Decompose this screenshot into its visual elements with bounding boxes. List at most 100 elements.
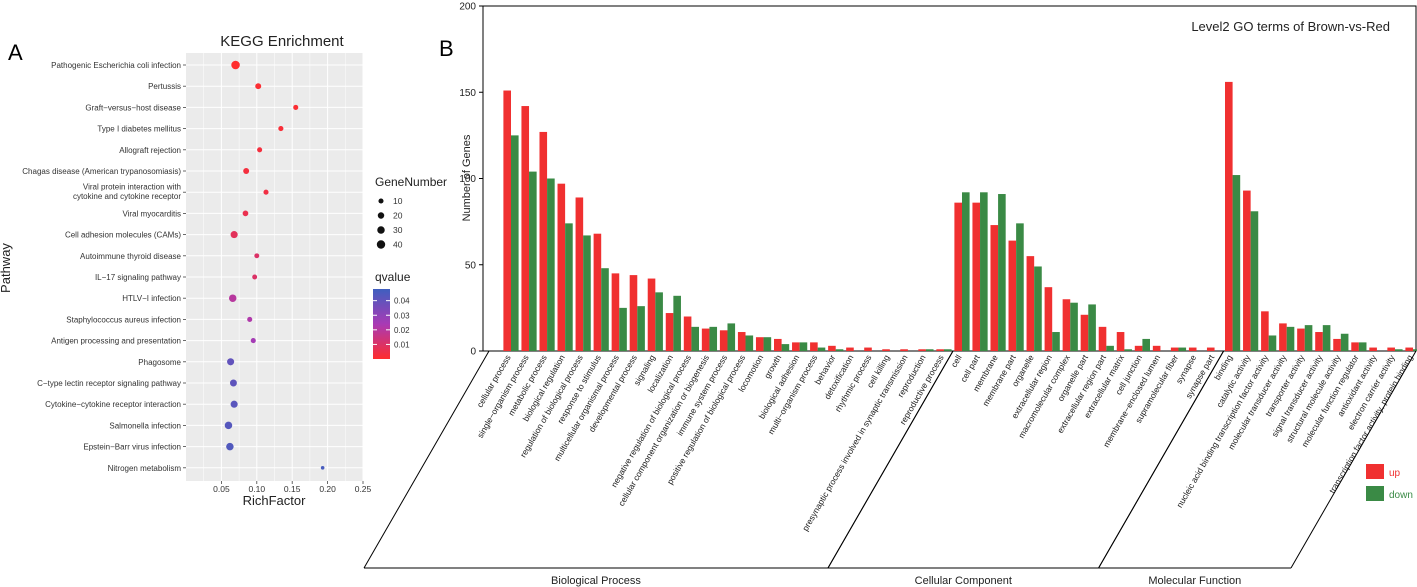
go-bar-up	[1152, 345, 1161, 351]
go-title: Level2 GO terms of Brown-vs-Red	[1191, 19, 1390, 34]
qvalue-tick-label: 0.02	[394, 326, 410, 335]
go-bar-up	[683, 316, 692, 351]
genenumber-legend-value: 10	[393, 196, 403, 206]
go-group-bracket-left	[1098, 350, 1225, 569]
kegg-pathway-label-line: Antigen processing and presentation	[51, 337, 181, 346]
panel-label-b: B	[439, 36, 454, 61]
go-legend-swatch-up	[1366, 464, 1384, 479]
go-bar-down	[1178, 347, 1187, 351]
go-bar-down	[1124, 349, 1132, 351]
go-bar-up	[539, 131, 548, 351]
go-bar-down	[1232, 175, 1241, 351]
go-bar-up	[1351, 342, 1359, 351]
go-bar-down	[1016, 223, 1024, 351]
go-bar-up	[954, 202, 962, 351]
go-bar-down	[1142, 338, 1150, 351]
go-bar-down	[998, 194, 1006, 351]
go-bar-down	[511, 135, 519, 351]
go-group-label: Molecular Function	[1148, 575, 1241, 587]
genenumber-legend-dot	[376, 240, 386, 249]
kegg-pathway-label-line: HTLV−I infection	[122, 294, 181, 303]
go-bar-down	[709, 326, 718, 351]
go-bar-up	[647, 278, 656, 351]
go-bar-down	[1034, 266, 1042, 351]
go-bar-up	[611, 273, 620, 351]
qvalue-tick-label: 0.04	[394, 297, 410, 306]
kegg-point	[247, 316, 253, 322]
go-y-ticks: 0 50 100 150 200	[459, 2, 483, 358]
kegg-point	[255, 83, 262, 90]
go-bar-down	[727, 323, 736, 351]
kegg-point	[230, 231, 238, 239]
go-bar-down	[781, 344, 790, 351]
go-bar-up	[593, 233, 602, 351]
go-bar-down	[799, 342, 808, 351]
go-bar-down	[817, 347, 826, 351]
go-bar-down	[673, 295, 681, 351]
go-bar-up	[1261, 311, 1269, 351]
kegg-x-ticks: 0.05 0.10 0.15 0.20 0.25	[213, 481, 372, 494]
go-bar-down	[745, 335, 754, 351]
go-bar-up	[1297, 328, 1305, 351]
genenumber-legend-value: 30	[393, 225, 403, 235]
go-bar-down	[962, 192, 970, 351]
go-bar-down	[1070, 302, 1078, 351]
kegg-pathway-label: Staphylococcus aureus infection	[66, 315, 181, 324]
kegg-pathway-label: Autoimmune thyroid disease	[80, 252, 181, 261]
kegg-gridlines	[186, 53, 364, 481]
kegg-pathway-label: Cell adhesion molecules (CAMs)	[65, 231, 181, 240]
go-legend: up down	[1366, 464, 1413, 501]
genenumber-legend-title: GeneNumber	[375, 175, 447, 189]
kegg-y-axis-label: Pathway	[0, 243, 13, 293]
go-bar-up	[1188, 347, 1197, 351]
go-bar-up	[1080, 314, 1089, 351]
panel-label-a: A	[8, 40, 23, 65]
go-bar-up	[665, 313, 674, 351]
go-bar-up	[1044, 287, 1053, 351]
go-bar-down	[1413, 349, 1417, 351]
kegg-x-tick-label: 0.20	[319, 484, 336, 494]
kegg-pathway-label: Type I diabetes mellitus	[97, 125, 181, 134]
kegg-pathway-label-line: Pertussis	[148, 82, 181, 91]
kegg-pathway-label: Epstein−Barr virus infection	[83, 443, 181, 452]
go-bar-down	[1106, 345, 1114, 351]
kegg-pathway-labels: Pathogenic Escherichia coli infection Per…	[22, 61, 186, 473]
kegg-x-tick-label: 0.25	[355, 484, 372, 494]
genenumber-legend: 10 20 30 40	[376, 196, 403, 250]
kegg-point	[243, 168, 250, 174]
go-bar-up	[1387, 347, 1395, 351]
kegg-point	[252, 274, 258, 280]
go-group-label: Biological Process	[551, 575, 641, 587]
kegg-point	[224, 421, 233, 430]
kegg-pathway-label-line: Pathogenic Escherichia coli infection	[51, 61, 181, 70]
kegg-point	[257, 147, 263, 153]
go-bar-down	[943, 349, 952, 351]
go-bar-up	[1206, 347, 1215, 351]
kegg-pathway-label: Allograft rejection	[119, 146, 181, 155]
genenumber-legend-dot	[378, 198, 384, 204]
go-bar-up	[575, 197, 584, 351]
go-bar-down	[1088, 304, 1096, 351]
qvalue-legend-ticks: 0.04 0.03 0.02 0.01	[373, 297, 410, 349]
qvalue-tick-label: 0.03	[394, 311, 410, 320]
go-bar-down	[655, 292, 663, 351]
kegg-x-tick-label: 0.05	[213, 484, 230, 494]
genenumber-legend-dot	[377, 226, 385, 234]
go-bar-up	[792, 342, 800, 351]
go-bar-down	[763, 337, 772, 351]
go-bar-down	[529, 171, 537, 351]
go-bar-up	[1315, 332, 1323, 351]
go-bar-down	[637, 306, 645, 351]
kegg-pathway-label: Viral myocarditis	[122, 209, 181, 218]
genenumber-legend-value: 20	[393, 211, 403, 221]
go-plot-frame	[482, 5, 1417, 352]
go-bar-up	[737, 332, 746, 351]
go-bar-up	[1333, 338, 1341, 351]
kegg-pathway-label-line: Allograft rejection	[119, 146, 181, 155]
kegg-pathway-label-line: Viral myocarditis	[122, 209, 181, 218]
kegg-pathway-label: IL−17 signaling pathway	[95, 273, 181, 282]
go-y-tick-label: 150	[459, 88, 476, 99]
go-bar-down	[835, 349, 844, 351]
go-bar-down	[583, 235, 591, 351]
go-bar-up	[521, 106, 530, 351]
